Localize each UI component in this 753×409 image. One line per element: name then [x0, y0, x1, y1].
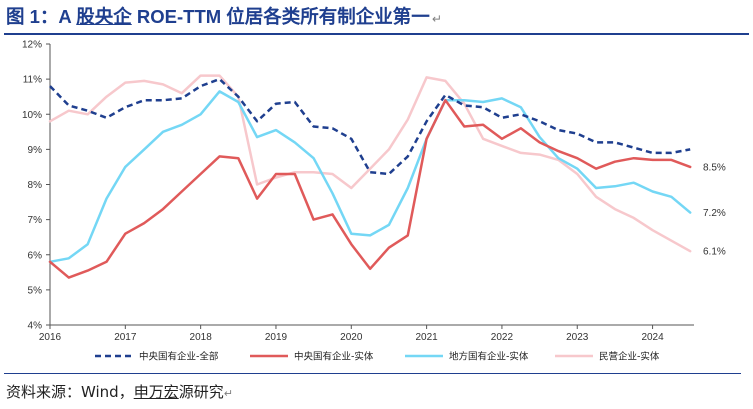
- paragraph-mark-icon: ↵: [223, 387, 233, 400]
- y-axis: 4% 5% 6% 7% 8% 9% 10% 11% 12%: [22, 40, 51, 332]
- x-tick-label: 2022: [491, 332, 514, 343]
- title-underlined: 股央企: [76, 6, 132, 27]
- source-note: 资料来源：Wind，申万宏源研究↵: [6, 382, 233, 404]
- title-rest: ROE-TTM 位居各类所有制企业第一: [131, 6, 430, 27]
- y-tick-label: 4%: [28, 321, 43, 332]
- y-tick-label: 12%: [22, 40, 42, 51]
- x-axis: 2016 2017 2018 2019 2020 2021 2022 2023 2024: [39, 324, 694, 343]
- x-tick-label: 2018: [190, 332, 213, 343]
- data-label: 6.1%: [703, 247, 726, 258]
- line-chart: 4%5%6%7%8%9%10%11%12% 2016 2017 2018 2019 20…: [22, 40, 726, 363]
- y-tick-label: 10%: [22, 110, 42, 121]
- title-divider: [4, 33, 749, 35]
- series-line: [48, 98, 692, 279]
- legend-label: 地方国有企业-实体: [449, 351, 529, 363]
- series-line: [48, 90, 692, 264]
- source-divider: [4, 373, 741, 374]
- series-line: [48, 74, 692, 253]
- legend: 中央国有企业-全部 中央国有企业-实体 地方国有企业-实体 民营企业-实体: [95, 351, 660, 363]
- y-tick-label: 9%: [28, 145, 43, 156]
- legend-label: 中央国有企业-实体: [294, 351, 374, 363]
- y-tick-label: 7%: [28, 215, 43, 226]
- legend-label: 民营企业-实体: [599, 351, 660, 363]
- source-underlined: 申万宏: [133, 383, 179, 401]
- x-tick-label: 2024: [641, 332, 664, 343]
- paragraph-mark-icon: ↵: [431, 12, 442, 26]
- end-labels: 8.5% 7.2% 6.1%: [703, 162, 726, 257]
- x-tick-label: 2021: [415, 332, 438, 343]
- x-tick-label: 2020: [340, 332, 363, 343]
- y-tick-label: 6%: [28, 250, 43, 261]
- y-tick-label: 11%: [23, 75, 42, 86]
- data-label: 7.2%: [703, 208, 726, 219]
- x-tick-label: 2017: [114, 332, 137, 343]
- y-tick-label: 8%: [28, 180, 43, 191]
- x-tick-label: 2016: [39, 332, 62, 343]
- source-prefix: 资料来源：Wind，: [6, 383, 134, 401]
- legend-label: 中央国有企业-全部: [139, 351, 218, 363]
- x-tick-label: 2019: [265, 332, 288, 343]
- x-tick-label: 2023: [566, 332, 589, 343]
- series-lines: [48, 74, 692, 279]
- y-tick-label: 5%: [28, 285, 43, 296]
- figure-label: 图 1：A: [6, 6, 77, 27]
- data-label: 8.5%: [703, 162, 726, 173]
- source-rest: 源研究: [178, 383, 224, 401]
- page-title: 图 1：A 股央企 ROE-TTM 位居各类所有制企业第一 ↵: [6, 4, 746, 30]
- series-line: [49, 77, 691, 176]
